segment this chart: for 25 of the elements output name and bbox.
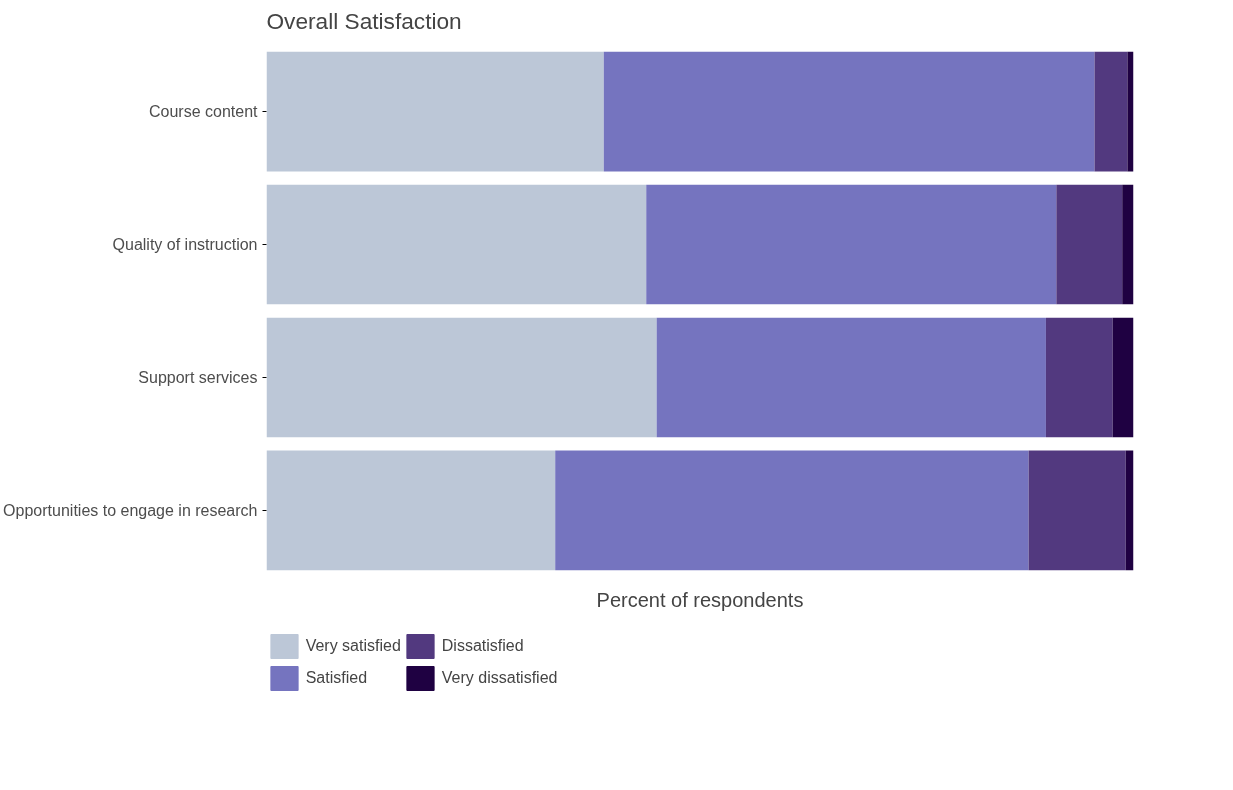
bar — [555, 450, 1029, 571]
bar — [266, 51, 604, 172]
bar — [266, 317, 657, 438]
bar — [1028, 450, 1126, 571]
legend-label: Very satisfied — [305, 637, 401, 655]
bar — [656, 317, 1046, 438]
y-tick-label: Quality of instruction — [112, 236, 258, 254]
bar — [1056, 184, 1123, 305]
bar — [1094, 51, 1128, 172]
bar — [1122, 184, 1134, 305]
bar — [266, 450, 556, 571]
legend-label: Dissatisfied — [441, 637, 524, 655]
chart-title: Overall Satisfaction — [266, 7, 462, 34]
bar — [646, 184, 1057, 305]
y-tick-label: Course content — [148, 103, 259, 121]
bar — [1112, 317, 1134, 438]
bar — [1127, 51, 1134, 172]
bar — [603, 51, 1095, 172]
bar — [1045, 317, 1113, 438]
x-axis-title: Percent of respondents — [596, 588, 804, 611]
bar — [266, 184, 647, 305]
legend-label: Very dissatisfied — [441, 669, 558, 687]
legend-label: Satisfied — [305, 669, 368, 687]
y-tick-label: Opportunities to engage in research — [3, 501, 258, 519]
y-tick-label: Support services — [138, 368, 258, 386]
